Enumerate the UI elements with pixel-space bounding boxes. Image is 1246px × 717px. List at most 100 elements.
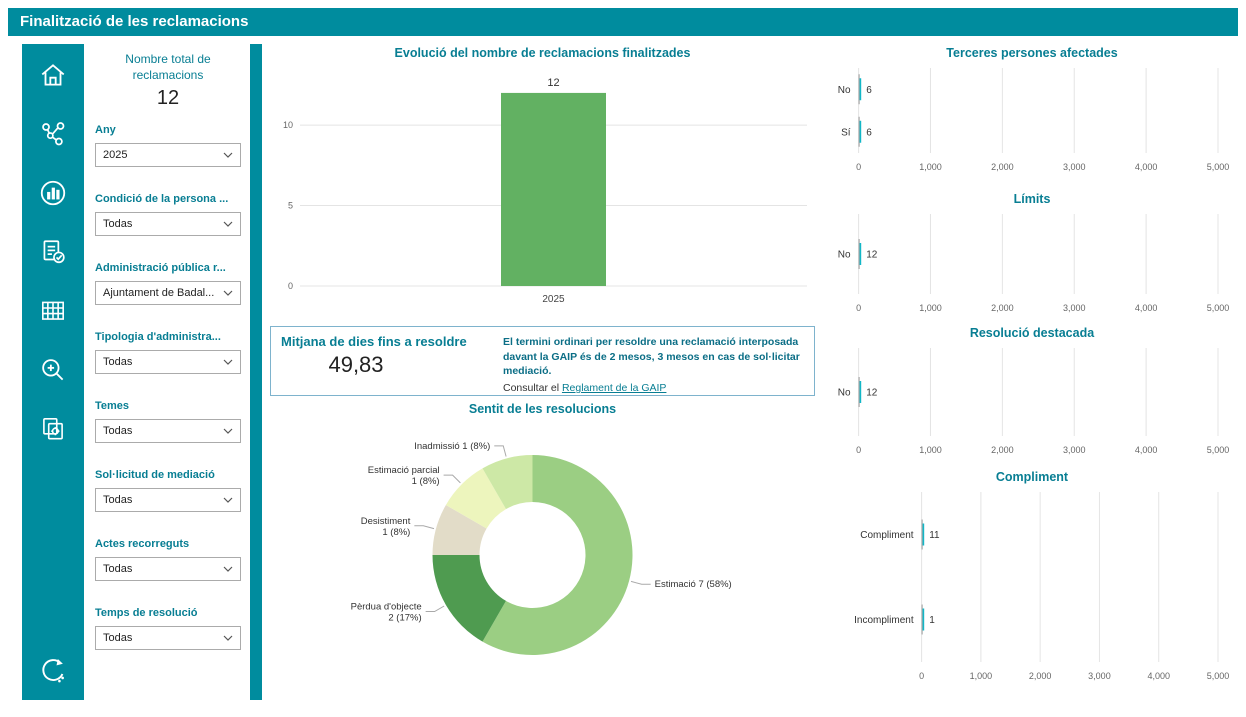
svg-text:1,000: 1,000 [970,671,993,681]
grid-icon[interactable] [38,296,68,326]
total-reclamacions-label: Nombre total de reclamacions [125,52,211,82]
filter-actes-label: Actes recorreguts [95,538,190,551]
limits-chart-title: Límits [1013,192,1051,206]
kpi-mitjana-dies: Mitjana de dies fins a resoldre 49,83 El… [270,326,815,396]
terceres-bar-chart[interactable]: 0 1,000 2,000 3,000 4,000 5,000 No 6 Sí 6 [830,64,1234,179]
icon-rail [22,44,84,700]
svg-text:Estimació 7 (58%): Estimació 7 (58%) [655,579,732,590]
filter-condicio-dropdown[interactable]: Todas [95,212,241,237]
svg-text:Compliment: Compliment [860,530,914,541]
filter-tipologia-value: Todas [103,356,133,369]
svg-text:No: No [838,388,851,399]
svg-text:0: 0 [856,162,861,172]
chevron-down-icon [223,428,233,435]
svg-text:Inadmissió 1 (8%): Inadmissió 1 (8%) [414,441,490,452]
sentit-donut-chart[interactable]: Estimació 7 (58%) Pèrdua d'objecte 2 (17%)… [270,418,815,700]
svg-text:2025: 2025 [542,294,565,305]
total-reclamacions-value: 12 [156,87,180,110]
network-icon[interactable] [38,119,68,149]
chevron-down-icon [223,152,233,159]
filter-condicio-value: Todas [103,218,133,231]
filter-tipologia-dropdown[interactable]: Todas [95,350,241,375]
filter-temes: Temes Todas [95,400,241,444]
filter-temes-dropdown[interactable]: Todas [95,419,241,444]
svg-text:5: 5 [288,201,293,211]
svg-text:0: 0 [856,303,861,313]
filter-actes-dropdown[interactable]: Todas [95,557,241,582]
filter-mediacio-value: Todas [103,494,133,507]
svg-text:1,000: 1,000 [919,162,942,172]
kpi-value: 49,83 [328,352,384,377]
refresh-icon[interactable] [38,656,68,686]
svg-text:12: 12 [866,388,878,399]
compliment-chart-title: Compliment [995,470,1069,484]
filter-tipologia: Tipologia d'administra... Todas [95,331,241,375]
filter-any-dropdown[interactable]: 2025 [95,143,241,168]
filter-temps-dropdown[interactable]: Todas [95,626,241,651]
chevron-down-icon [223,359,233,366]
svg-text:4,000: 4,000 [1147,671,1170,681]
svg-text:11: 11 [929,530,940,541]
kpi-note: El termini ordinari per resoldre una rec… [503,336,800,378]
chevron-down-icon [223,497,233,504]
chevron-down-icon [223,635,233,642]
svg-text:5,000: 5,000 [1207,303,1230,313]
svg-text:3,000: 3,000 [1063,303,1086,313]
zoom-in-icon[interactable] [38,355,68,385]
svg-text:5,000: 5,000 [1207,162,1230,172]
filter-actes: Actes recorreguts Todas [95,538,241,582]
reglament-gaip-link[interactable]: Reglament de la GAIP [561,382,667,395]
home-icon[interactable] [38,60,68,90]
document-check-icon[interactable] [38,237,68,267]
svg-text:1: 1 [929,615,935,626]
kpi-consult-line: Consultar el Reglament de la GAIP [503,382,804,394]
evolucio-chart-title: Evolució del nombre de reclamacions fina… [394,46,691,60]
limits-bar-chart[interactable]: 0 1,000 2,000 3,000 4,000 5,000 No 12 [830,210,1234,320]
svg-text:3,000: 3,000 [1063,445,1086,455]
filter-administracio-dropdown[interactable]: Ajuntament de Badal... [95,281,241,306]
resolucio-bar-chart[interactable]: 0 1,000 2,000 3,000 4,000 5,000 No 12 [830,344,1234,462]
kpi-link-prefix: Consultar el [503,382,562,395]
svg-text:12: 12 [547,77,559,89]
filter-any: Any 2025 [95,124,241,168]
filter-administracio: Administració pública r... Ajuntament de… [95,262,241,306]
svg-text:Incompliment: Incompliment [854,615,914,626]
svg-text:5,000: 5,000 [1207,445,1230,455]
svg-text:2,000: 2,000 [991,445,1014,455]
panel-divider [250,44,262,700]
filter-mediacio-dropdown[interactable]: Todas [95,488,241,513]
filter-condicio: Condició de la persona ... Todas [95,193,241,237]
filter-any-value: 2025 [103,149,128,162]
filter-administracio-value: Ajuntament de Badal... [103,287,215,300]
svg-text:No: No [838,85,851,96]
donut-chart-icon[interactable] [38,178,68,208]
page-title: Finalització de les reclamacions [8,8,1238,36]
filter-tipologia-label: Tipologia d'administra... [95,331,221,344]
svg-text:12: 12 [866,250,878,261]
chevron-down-icon [223,221,233,228]
filter-administracio-label: Administració pública r... [95,262,226,275]
evolucio-bar-chart[interactable]: 0 5 10 12 2025 [270,64,815,320]
svg-text:2,000: 2,000 [991,162,1014,172]
svg-text:4,000: 4,000 [1135,445,1158,455]
svg-text:1,000: 1,000 [919,303,942,313]
pages-settings-icon[interactable] [38,414,68,444]
filter-mediacio: Sol·licitud de mediació Todas [95,469,241,513]
filter-temes-label: Temes [95,400,130,413]
sentit-chart-title: Sentit de les resolucions [468,402,617,416]
compliment-bar-chart[interactable]: 0 1,000 2,000 3,000 4,000 5,000 Compliment 11 In… [830,488,1234,688]
svg-text:6: 6 [866,85,872,96]
filter-actes-value: Todas [103,563,133,576]
filter-mediacio-label: Sol·licitud de mediació [95,469,215,482]
filter-any-label: Any [95,124,116,137]
filter-temps-label: Temps de resolució [95,607,198,620]
svg-text:1,000: 1,000 [919,445,942,455]
filter-temps: Temps de resolució Todas [95,607,241,651]
svg-text:2,000: 2,000 [1029,671,1052,681]
svg-text:4,000: 4,000 [1135,162,1158,172]
kpi-title: Mitjana de dies fins a resoldre [281,334,467,349]
svg-text:0: 0 [856,445,861,455]
